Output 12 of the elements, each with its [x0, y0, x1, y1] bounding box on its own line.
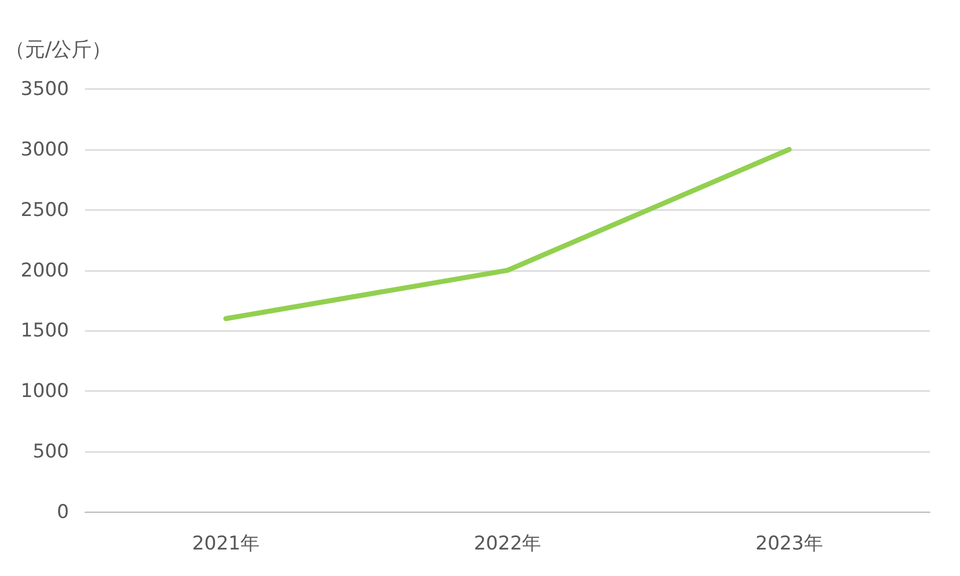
y-tick-label: 1500 — [20, 320, 69, 342]
x-tick-label: 2022年 — [474, 532, 542, 554]
y-tick-label: 2500 — [20, 198, 69, 221]
y-tick-label: 1000 — [20, 380, 69, 402]
y-tick-label: 0 — [56, 501, 69, 523]
x-tick-label: 2021年 — [192, 532, 260, 554]
y-tick-label: 2000 — [20, 259, 69, 282]
y-tick-label: 500 — [32, 440, 69, 463]
y-tick-label: 3500 — [20, 78, 69, 100]
x-tick-label: 2023年 — [755, 532, 823, 554]
y-tick-label: 3000 — [20, 138, 69, 160]
y-axis-title: （元/公斤） — [5, 37, 112, 61]
